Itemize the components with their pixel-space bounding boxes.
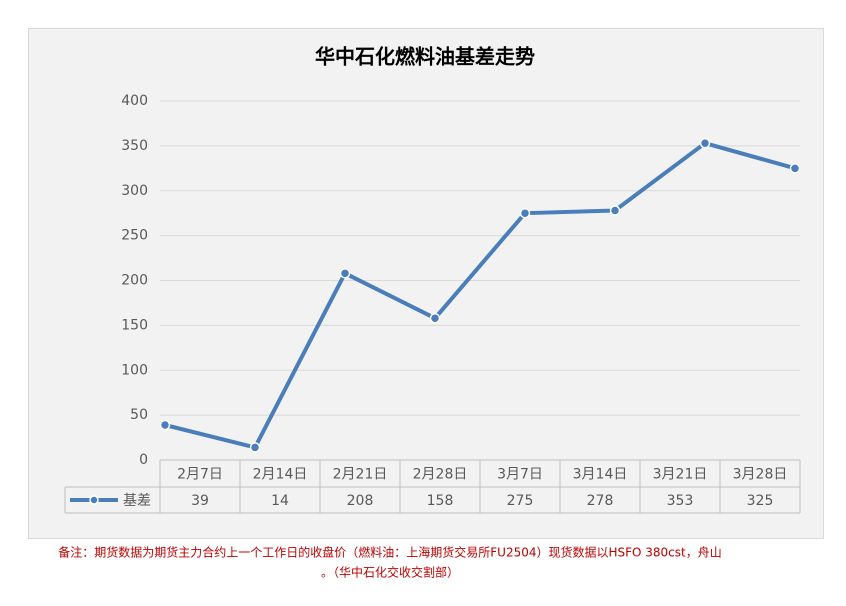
- y-tick-label: 150: [121, 317, 148, 333]
- table-value: 353: [667, 493, 694, 509]
- legend-marker: [89, 495, 99, 505]
- x-tick-label: 2月14日: [253, 467, 308, 483]
- x-tick-label: 3月14日: [573, 467, 628, 483]
- table-value: 275: [507, 493, 534, 509]
- note: 。（华中石化交收交割部）: [321, 565, 459, 580]
- point: [609, 205, 621, 216]
- table-value: 208: [347, 493, 374, 509]
- point: [159, 419, 171, 431]
- table-value: 325: [747, 493, 774, 509]
- table-value: 158: [427, 493, 454, 509]
- table-value: 278: [587, 493, 614, 509]
- y-tick-label: 400: [121, 93, 148, 109]
- y-tick-label: 300: [121, 183, 148, 199]
- point: [699, 137, 711, 149]
- y-tick-label: 250: [121, 228, 148, 244]
- series-line: [164, 141, 796, 450]
- x-tick-label: 3月21日: [653, 467, 708, 483]
- note: 备注：期货数据为期货主力合约上一个工作日的收盘价（燃料油：上海期货交易所FU25…: [58, 545, 722, 560]
- x-tick-label: 2月7日: [177, 467, 223, 483]
- legend-label: 基差: [123, 492, 151, 509]
- table-value: 14: [271, 493, 289, 509]
- y-tick-label: 0: [139, 452, 148, 468]
- y-tick-label: 350: [121, 138, 148, 154]
- chart-title: 华中石化燃料油基差走势: [315, 45, 535, 69]
- y-tick-label: 100: [121, 362, 148, 378]
- table-value: 39: [191, 493, 209, 509]
- point: [519, 207, 531, 219]
- x-tick-label: 3月28日: [733, 467, 788, 483]
- x-tick-label: 2月28日: [413, 467, 468, 483]
- chart-area: [28, 28, 824, 539]
- y-tick-label: 200: [121, 273, 148, 289]
- y-tick-label: 50: [130, 407, 148, 423]
- x-tick-label: 2月21日: [333, 467, 388, 483]
- x-tick-label: 3月7日: [497, 467, 543, 483]
- point: [789, 163, 801, 174]
- point: [429, 312, 441, 324]
- point: [249, 442, 261, 453]
- point: [339, 268, 351, 279]
